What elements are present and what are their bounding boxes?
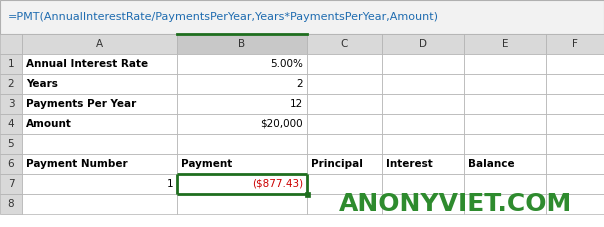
Bar (546, 114, 604, 134)
Text: Principal: Principal (311, 159, 363, 169)
Bar (382, 74, 464, 94)
Bar (0, 134, 22, 154)
Bar (546, 194, 604, 214)
Text: 2: 2 (8, 79, 14, 89)
Bar (177, 154, 307, 174)
Text: E: E (502, 39, 508, 49)
Bar (177, 94, 307, 114)
Bar (464, 54, 546, 74)
Text: $20,000: $20,000 (260, 119, 303, 129)
Bar (546, 54, 604, 74)
Text: 3: 3 (8, 99, 14, 109)
Bar (22, 34, 177, 54)
Bar (22, 134, 177, 154)
Bar (546, 94, 604, 114)
Text: 8: 8 (8, 199, 14, 209)
Bar (382, 154, 464, 174)
Bar (307, 154, 382, 174)
Bar (382, 34, 464, 54)
Bar (177, 74, 307, 94)
Bar (177, 174, 307, 194)
Bar (0, 154, 22, 174)
Bar (22, 54, 177, 74)
Bar (382, 114, 464, 134)
Bar (307, 114, 382, 134)
Text: 7: 7 (8, 179, 14, 189)
Text: 6: 6 (8, 159, 14, 169)
Bar (307, 54, 382, 74)
Bar (0, 54, 22, 74)
Text: Payment Number: Payment Number (26, 159, 127, 169)
Text: A: A (96, 39, 103, 49)
Bar (307, 194, 382, 214)
Bar (177, 114, 307, 134)
Text: Balance: Balance (468, 159, 515, 169)
Text: Annual Interest Rate: Annual Interest Rate (26, 59, 148, 69)
Bar (22, 154, 177, 174)
Text: Interest: Interest (386, 159, 432, 169)
Bar (177, 194, 307, 214)
Bar (22, 174, 177, 194)
Text: 4: 4 (8, 119, 14, 129)
Bar (464, 114, 546, 134)
Text: ANONYVIET.COM: ANONYVIET.COM (339, 192, 572, 216)
Bar (382, 194, 464, 214)
Bar (546, 154, 604, 174)
Bar (0, 114, 22, 134)
Text: Amount: Amount (26, 119, 72, 129)
Bar (307, 94, 382, 114)
Bar (22, 114, 177, 134)
Bar (177, 134, 307, 154)
Bar (382, 94, 464, 114)
Bar (382, 54, 464, 74)
Text: 1: 1 (166, 179, 173, 189)
Text: D: D (419, 39, 427, 49)
Text: Payments Per Year: Payments Per Year (26, 99, 137, 109)
Bar (464, 74, 546, 94)
Text: Payment: Payment (181, 159, 233, 169)
Bar (382, 174, 464, 194)
Text: 2: 2 (297, 79, 303, 89)
Bar (177, 54, 307, 74)
Bar (177, 34, 307, 54)
Text: ($877.43): ($877.43) (252, 179, 303, 189)
Bar (464, 94, 546, 114)
Text: =PMT(AnnualInterestRate/PaymentsPerYear,Years*PaymentsPerYear,Amount): =PMT(AnnualInterestRate/PaymentsPerYear,… (8, 12, 439, 22)
Bar (464, 194, 546, 214)
Bar (546, 74, 604, 94)
Bar (0, 34, 22, 54)
Bar (22, 194, 177, 214)
Bar (0, 0, 604, 34)
Bar (0, 194, 22, 214)
Bar (464, 34, 546, 54)
Text: 1: 1 (8, 59, 14, 69)
Bar (307, 134, 382, 154)
Bar (382, 134, 464, 154)
Bar (22, 74, 177, 94)
Bar (22, 94, 177, 114)
Bar (307, 74, 382, 94)
Bar (464, 154, 546, 174)
Bar (546, 134, 604, 154)
Bar (0, 74, 22, 94)
Bar (307, 34, 382, 54)
Text: F: F (572, 39, 578, 49)
Bar (0, 94, 22, 114)
Bar (307, 174, 382, 194)
Text: C: C (341, 39, 348, 49)
Bar (546, 174, 604, 194)
Bar (464, 134, 546, 154)
Text: 5.00%: 5.00% (270, 59, 303, 69)
Bar (305, 192, 310, 197)
Bar (546, 34, 604, 54)
Text: 5: 5 (8, 139, 14, 149)
Text: B: B (239, 39, 246, 49)
Text: Years: Years (26, 79, 58, 89)
Bar (464, 174, 546, 194)
Bar (0, 174, 22, 194)
Text: 12: 12 (290, 99, 303, 109)
